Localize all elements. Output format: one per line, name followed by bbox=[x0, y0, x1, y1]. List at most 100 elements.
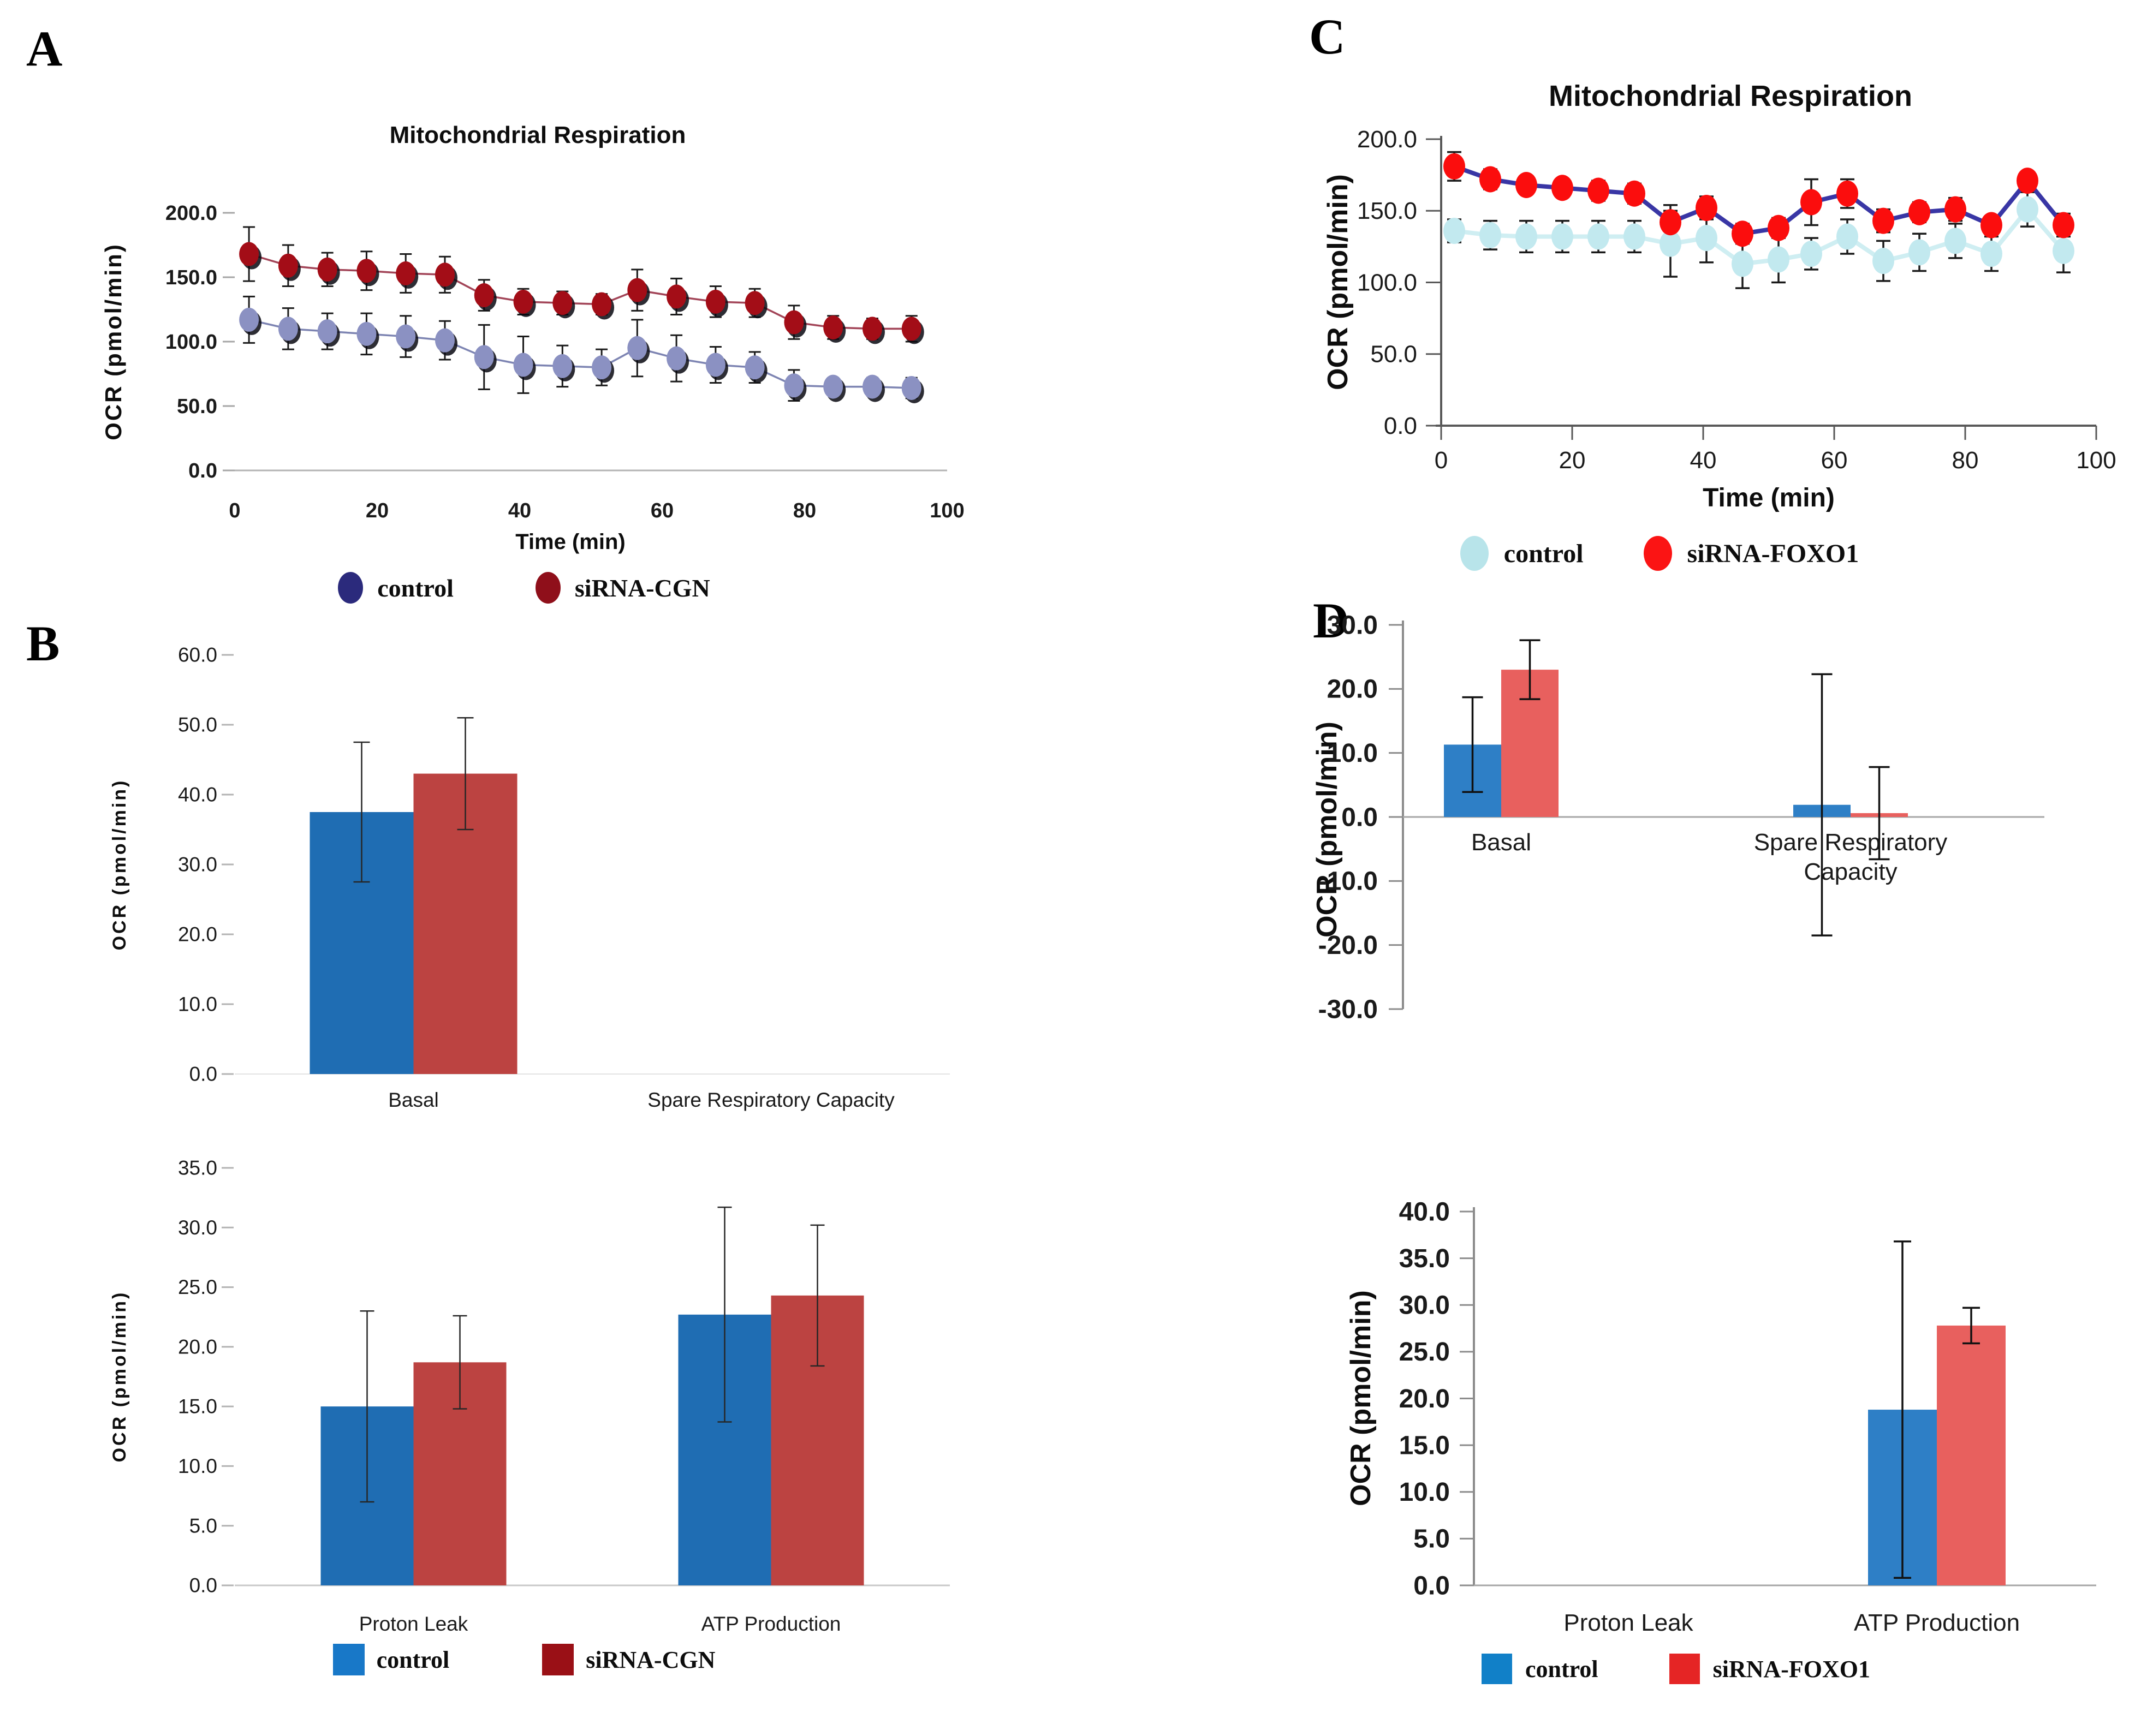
error-bar bbox=[457, 717, 474, 831]
error-bar bbox=[453, 1315, 467, 1410]
y-tick-label: 20.0 bbox=[1399, 1385, 1450, 1413]
y-tick-label: 0.0 bbox=[189, 1063, 217, 1085]
data-point bbox=[667, 284, 687, 309]
legend-item-control: control bbox=[1460, 536, 1584, 571]
data-point bbox=[396, 261, 416, 285]
chart-title-a: Mitochondrial Respiration bbox=[390, 122, 686, 148]
panel-letter-c: C bbox=[1309, 9, 1345, 64]
data-point bbox=[1660, 230, 1681, 257]
panel-d-leak-atp: 0.0 5.0 10.0 15.0 20.0 25.0 30.0 35.0 40.0 Proton… bbox=[1399, 1197, 2096, 1636]
data-point bbox=[1908, 199, 1930, 225]
legend-item-siRNA-FOXO1: siRNA-FOXO1 bbox=[1643, 536, 1859, 571]
data-point bbox=[1623, 180, 1645, 207]
series-error-bars bbox=[1447, 191, 2071, 289]
legend-item-control: control bbox=[1481, 1654, 1598, 1684]
error-bar bbox=[1894, 1240, 1911, 1579]
y-tick-label: 0.0 bbox=[1384, 413, 1417, 439]
data-point bbox=[1800, 189, 1822, 216]
y-tick-label: 150.0 bbox=[1357, 198, 1417, 224]
error-bar bbox=[810, 1224, 825, 1367]
x-tick-label: 20 bbox=[366, 499, 389, 522]
panel-letter-b: B bbox=[26, 616, 60, 671]
y-tick-label: 100.0 bbox=[1357, 269, 1417, 296]
legend-label: control bbox=[1503, 539, 1584, 568]
x-tick-label: 60 bbox=[1821, 447, 1848, 474]
series-error-bars bbox=[1962, 1307, 1980, 1345]
panel-b-basal: 0.0 10.0 20.0 30.0 40.0 50.0 60.0 Basal Spare Re… bbox=[178, 644, 950, 1111]
data-point bbox=[356, 321, 377, 346]
data-point bbox=[823, 374, 843, 399]
panel-c-line: 0.0 50.0 100.0 150.0 200.0 0 20 40 60 80 100 bbox=[1357, 126, 2116, 474]
y-tick-label: 30.0 bbox=[178, 854, 217, 876]
y-tick-label: 10.0 bbox=[178, 993, 217, 1016]
data-point bbox=[667, 346, 687, 371]
y-tick-label: 20.0 bbox=[178, 923, 217, 946]
legend-item-control: control bbox=[338, 572, 454, 604]
data-point bbox=[1768, 246, 1789, 273]
category-label: Basal bbox=[1471, 829, 1531, 856]
category-label: Spare Respiratory bbox=[1754, 829, 1948, 856]
data-point bbox=[1732, 250, 1753, 277]
legend-swatch-control bbox=[338, 572, 364, 604]
x-tick-label: 100 bbox=[2076, 447, 2116, 474]
legend-item-siRNA-CGN: siRNA-CGN bbox=[542, 1644, 715, 1675]
data-point bbox=[901, 317, 921, 341]
legend-swatch-control bbox=[332, 1644, 365, 1675]
error-bar bbox=[1811, 673, 1833, 936]
y-tick-label: 50.0 bbox=[177, 395, 217, 418]
data-point bbox=[552, 291, 573, 315]
category-label: Spare Respiratory Capacity bbox=[647, 1089, 895, 1111]
data-point bbox=[1551, 223, 1573, 250]
series-bars-siRNA-CGN bbox=[413, 1295, 864, 1585]
y-tick-label: -10.0 bbox=[1318, 867, 1378, 896]
legend-swatch-siRNA-CGN bbox=[535, 572, 561, 604]
y-tick-label: 10.0 bbox=[1327, 739, 1378, 768]
series-bars-control bbox=[320, 1314, 771, 1585]
y-tick-label: 10.0 bbox=[178, 1455, 217, 1477]
data-point bbox=[627, 278, 647, 302]
panel-a-line: 0.0 50.0 100.0 150.0 200.0 0 20 40 60 80 100 bbox=[165, 202, 965, 522]
series-bars-siRNA-FOXO1 bbox=[1937, 1325, 2006, 1585]
legend-swatch-control bbox=[1481, 1654, 1512, 1684]
series-error-bars bbox=[353, 741, 370, 883]
y-tick-label: 10.0 bbox=[1399, 1478, 1450, 1507]
legend-panel-b: control siRNA-CGN bbox=[229, 1644, 819, 1675]
y-tick-label: 20.0 bbox=[1327, 675, 1378, 704]
y-axis-label-b-top: OCR (pmol/min) bbox=[109, 779, 130, 951]
error-bar bbox=[1519, 639, 1541, 700]
legend-item-siRNA-FOXO1: siRNA-FOXO1 bbox=[1669, 1654, 1870, 1684]
x-tick-label: 20 bbox=[1559, 447, 1586, 474]
data-point bbox=[1443, 153, 1465, 180]
legend-swatch-siRNA-FOXO1 bbox=[1669, 1654, 1700, 1684]
data-point bbox=[705, 289, 725, 314]
error-bar bbox=[1962, 1307, 1980, 1345]
y-tick-label: -30.0 bbox=[1318, 995, 1378, 1024]
data-point bbox=[823, 315, 843, 340]
y-tick-label: 0.0 bbox=[1413, 1571, 1450, 1600]
y-axis-label-d-bottom: OCR (pmol/min) bbox=[1345, 1290, 1377, 1506]
y-tick-label: 0.0 bbox=[188, 460, 217, 482]
series-error-bars bbox=[1894, 1240, 1911, 1579]
data-point bbox=[474, 345, 494, 369]
error-bar bbox=[717, 1206, 732, 1423]
bar-siRNA-FOXO1 bbox=[1937, 1325, 2006, 1585]
data-point bbox=[1479, 166, 1501, 193]
data-point bbox=[745, 355, 765, 380]
category-label: ATP Production bbox=[701, 1613, 841, 1635]
y-tick-label: -20.0 bbox=[1318, 931, 1378, 960]
data-point bbox=[396, 324, 416, 349]
series-markers-control bbox=[1443, 196, 2074, 277]
y-tick-label: 40.0 bbox=[1399, 1197, 1450, 1226]
legend-panel-a: control siRNA-CGN bbox=[235, 572, 813, 604]
y-tick-label: 40.0 bbox=[178, 784, 217, 806]
data-point bbox=[1980, 241, 2002, 267]
category-label: Proton Leak bbox=[1563, 1609, 1693, 1636]
error-bar bbox=[360, 1310, 374, 1503]
data-point bbox=[627, 336, 647, 360]
y-tick-label: 200.0 bbox=[1357, 126, 1417, 153]
series-markers-control bbox=[239, 307, 924, 403]
y-tick-label: 15.0 bbox=[1399, 1431, 1450, 1460]
data-point bbox=[239, 242, 259, 266]
data-point bbox=[1732, 220, 1753, 247]
panel-d-basal: -30.0 -20.0 -10.0 0.0 10.0 20.0 30.0 Basal Spare… bbox=[1318, 611, 2044, 1024]
